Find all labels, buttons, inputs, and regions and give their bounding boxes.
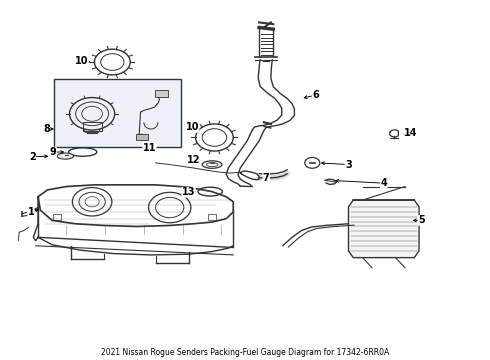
Text: 8: 8 [43,124,50,134]
Bar [53,213,61,220]
Text: 10: 10 [75,57,89,66]
Text: 3: 3 [345,159,352,170]
FancyBboxPatch shape [54,79,181,147]
Ellipse shape [57,153,74,159]
Text: 11: 11 [143,143,156,153]
Text: 1: 1 [27,207,34,217]
Text: 7: 7 [263,173,270,183]
Bar [136,134,147,140]
Polygon shape [348,200,419,258]
Text: 12: 12 [187,155,200,165]
Text: 10: 10 [186,122,199,132]
Text: 4: 4 [380,178,387,188]
Bar [83,122,101,131]
Text: 2021 Nissan Rogue Senders Packing-Fuel Gauge Diagram for 17342-6RR0A: 2021 Nissan Rogue Senders Packing-Fuel G… [101,348,389,357]
Text: 6: 6 [312,90,319,100]
Text: 5: 5 [418,215,425,225]
Text: 13: 13 [182,187,196,197]
Bar [208,213,216,220]
Text: 9: 9 [49,147,56,157]
Text: 2: 2 [29,152,36,162]
Bar [155,90,168,97]
Text: 14: 14 [404,128,417,138]
